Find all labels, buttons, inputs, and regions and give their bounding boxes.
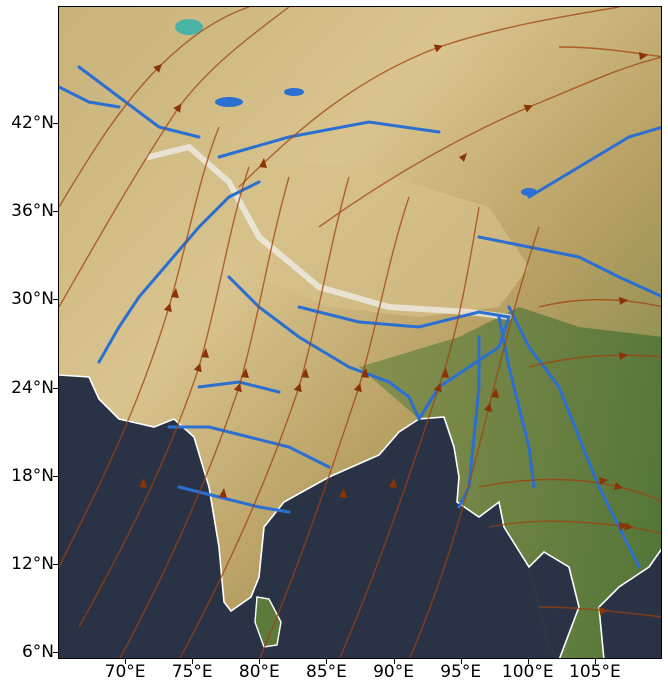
streamline xyxy=(238,7,620,188)
streamline-arrows xyxy=(139,52,648,615)
streamline xyxy=(409,226,540,658)
map-canvas xyxy=(59,7,661,658)
river-yangtze xyxy=(477,235,661,298)
arrow xyxy=(491,388,499,398)
arrow xyxy=(441,368,449,378)
lat-tick-mark xyxy=(53,299,58,301)
river-salween xyxy=(497,315,536,489)
ocean-gulf-of-thailand xyxy=(529,552,579,658)
streamline xyxy=(179,176,350,658)
lon-tick-mark xyxy=(259,659,261,664)
lake-balkhash xyxy=(215,97,243,107)
lon-tick-label: 80°E xyxy=(238,662,280,682)
lon-tick-label: 85°E xyxy=(306,662,347,682)
arrow xyxy=(241,368,249,378)
coastline-indochina xyxy=(598,548,661,658)
arrow xyxy=(339,488,347,498)
lon-tick-mark xyxy=(192,659,194,664)
lat-tick-label: 30°N xyxy=(11,289,54,310)
river-irrawaddy xyxy=(457,335,481,509)
arrow xyxy=(599,607,608,615)
arrow xyxy=(639,52,648,60)
arrow xyxy=(599,477,608,485)
lat-tick-label: 18°N xyxy=(11,465,54,486)
river-brahmaputra xyxy=(297,305,511,421)
streamline xyxy=(59,126,220,568)
streamline xyxy=(478,478,661,502)
map-frame xyxy=(58,6,662,659)
lon-tick-label: 95°E xyxy=(440,662,482,682)
lon-tick-mark xyxy=(125,659,127,664)
lat-tick-label: 42°N xyxy=(11,113,54,134)
ocean-south-china-sea xyxy=(599,549,661,658)
arrow xyxy=(201,348,209,358)
streamline xyxy=(78,166,250,628)
lon-tick-label: 70°E xyxy=(104,662,146,682)
streamline xyxy=(488,520,661,535)
river-godavari xyxy=(167,425,331,469)
lat-tick-label: 6°N xyxy=(21,641,54,662)
lake-qinghai xyxy=(521,188,537,196)
lon-tick-label: 75°E xyxy=(171,662,213,682)
lon-tick-mark xyxy=(594,659,596,664)
streamline xyxy=(558,46,661,58)
streamline xyxy=(339,206,480,658)
arrow xyxy=(171,288,179,298)
aral-sea xyxy=(175,19,203,35)
arrow xyxy=(619,352,628,360)
himalaya-snow xyxy=(146,143,512,320)
streamline xyxy=(528,354,661,368)
arrow xyxy=(389,478,397,488)
streamline xyxy=(259,196,410,658)
streamline xyxy=(59,7,250,208)
lon-tick-mark xyxy=(527,659,529,664)
lat-tick-mark xyxy=(53,563,58,565)
streamline xyxy=(318,56,661,228)
lon-tick-mark xyxy=(460,659,462,664)
arrow xyxy=(619,522,628,530)
lon-tick-mark xyxy=(393,659,395,664)
river-amu-darya xyxy=(77,65,201,139)
lat-tick-mark xyxy=(53,651,58,653)
lon-tick-label: 90°E xyxy=(373,662,414,682)
lake-issyk-kul xyxy=(284,88,304,96)
streamline xyxy=(119,176,290,658)
lat-tick-mark xyxy=(53,475,58,477)
river-tarim xyxy=(217,120,441,159)
arrow xyxy=(301,368,309,378)
ocean-arabian-sea xyxy=(59,375,558,658)
river-syr-darya xyxy=(59,85,121,109)
river-yellow xyxy=(527,126,661,199)
lat-tick-mark xyxy=(53,211,58,213)
lat-tick-label: 24°N xyxy=(11,377,54,398)
arrow xyxy=(259,158,267,168)
rivers xyxy=(59,65,661,569)
island-sri-lanka xyxy=(254,596,282,648)
lon-tick-label: 100°E xyxy=(501,662,554,682)
river-narmada xyxy=(197,380,281,394)
streamline xyxy=(538,298,661,308)
tibetan-plateau xyxy=(199,157,529,317)
arrow xyxy=(619,297,628,305)
river-indus xyxy=(97,180,261,364)
lat-tick-label: 36°N xyxy=(11,201,54,222)
arrow xyxy=(139,478,147,488)
arrow xyxy=(361,368,369,378)
lat-tick-label: 12°N xyxy=(11,553,54,574)
lon-tick-mark xyxy=(326,659,328,664)
lat-tick-mark xyxy=(53,123,58,125)
lon-tick-label: 105°E xyxy=(569,662,621,682)
arrow xyxy=(219,488,227,498)
arrow xyxy=(459,153,467,162)
river-mekong xyxy=(507,305,641,569)
lat-tick-mark xyxy=(53,387,58,389)
streamline xyxy=(59,7,290,308)
